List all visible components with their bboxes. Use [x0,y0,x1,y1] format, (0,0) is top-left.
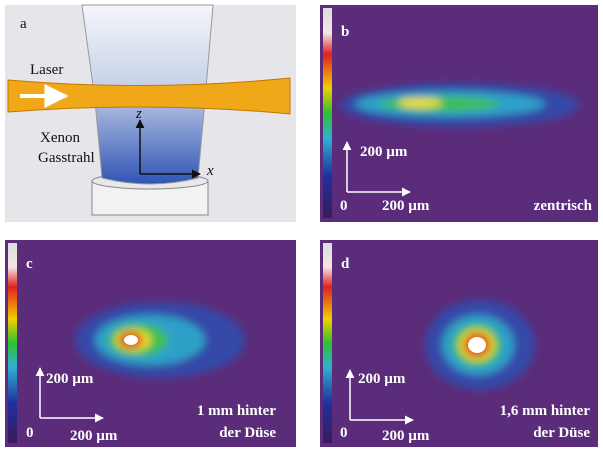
heat-core [124,335,138,345]
panel-label: d [341,256,350,272]
panel-a: a Laser Xenon Gasstrahl z x [5,5,296,222]
jet-label: Xenon [40,130,80,146]
scale-label: 200 µm [382,198,430,214]
axis-label: x [206,163,214,179]
colorbar [8,243,17,443]
heat-spot [340,83,580,127]
scale-label: 200 µm [70,428,118,444]
panel-d: d 200 µm 0 200 µm 1,6 mm hinter der Düse [320,240,598,447]
caption: 1,6 mm hinter [500,403,591,419]
colorbar [323,8,332,218]
heat-core [468,337,486,353]
panel-b: b 200 µm 0 200 µm zentrisch [320,5,598,222]
panel-label: c [26,256,33,272]
panel-label: a [20,16,27,32]
heat-spot [75,302,245,378]
caption: der Düse [219,425,276,441]
caption: zentrisch [534,198,593,214]
page: a Laser Xenon Gasstrahl z x b 200 µm 0 2… [0,0,603,449]
jet-label: Gasstrahl [38,150,95,166]
colorbar [323,243,332,443]
caption: der Düse [533,425,590,441]
figure: a Laser Xenon Gasstrahl z x b 200 µm 0 2… [0,0,603,449]
laser-label: Laser [30,62,63,78]
axis-label: z [135,106,142,122]
scale-label: 200 µm [360,144,408,160]
panel-c: c 200 µm 0 200 µm 1 mm hinter der Düse [5,240,296,447]
scale-label: 200 µm [358,371,406,387]
origin-label: 0 [26,425,34,441]
scale-label: 200 µm [382,428,430,444]
panel-label: b [341,24,349,40]
origin-label: 0 [340,198,348,214]
origin-label: 0 [340,425,348,441]
scale-label: 200 µm [46,371,94,387]
caption: 1 mm hinter [197,403,276,419]
